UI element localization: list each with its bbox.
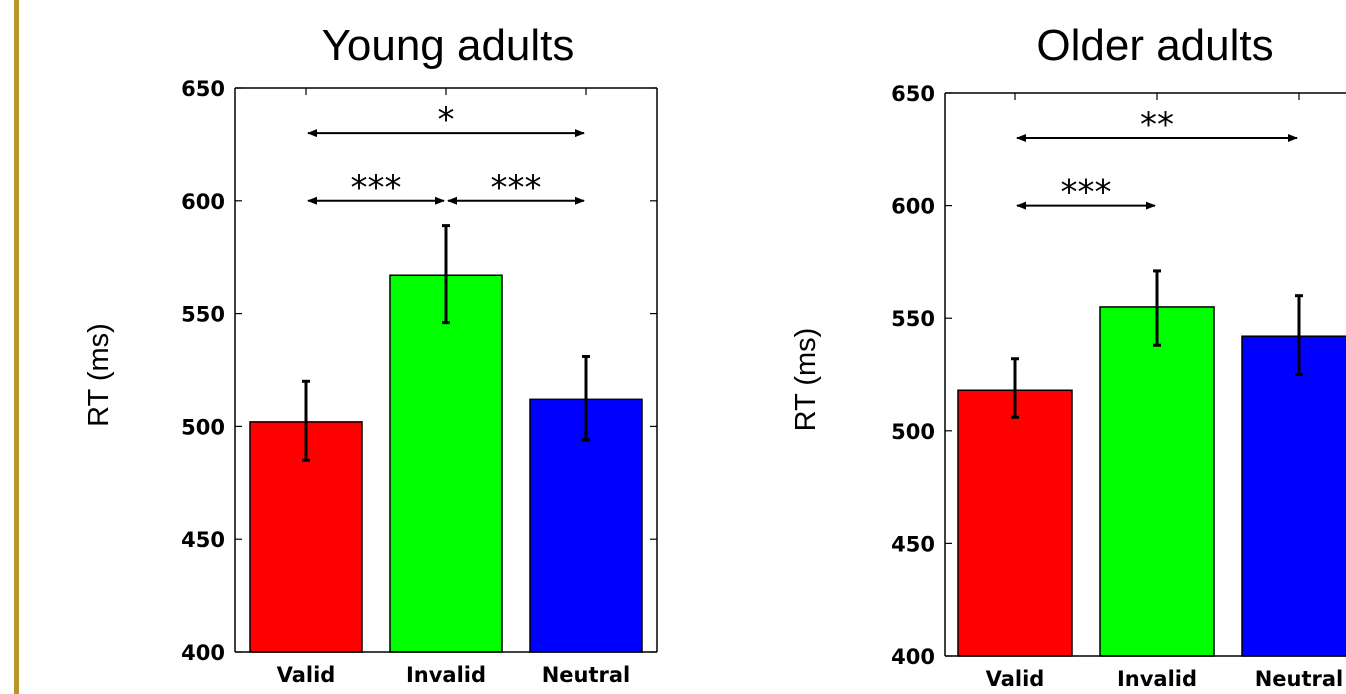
y-tick-label: 400	[181, 641, 225, 665]
left-border-rule	[0, 0, 19, 694]
significance-label: ***	[1061, 173, 1112, 213]
significance-label: ***	[351, 168, 402, 208]
y-tick-label: 600	[181, 190, 225, 214]
x-tick-label: Invalid	[406, 663, 486, 687]
x-tick-label: Invalid	[1117, 667, 1197, 691]
y-tick-label: 650	[891, 82, 935, 106]
y-tick-label: 550	[181, 303, 225, 327]
x-tick-label: Neutral	[1255, 667, 1344, 691]
x-tick-label: Valid	[986, 667, 1045, 691]
significance-label: ***	[491, 168, 542, 208]
significance-label: *	[438, 100, 455, 140]
bar-invalid	[389, 274, 503, 653]
x-tick-label: Neutral	[542, 663, 631, 687]
y-tick-label: 450	[891, 532, 935, 556]
y-tick-label: 500	[891, 420, 935, 444]
chart-title: Older adults	[1036, 21, 1273, 70]
bar-invalid	[1099, 306, 1215, 657]
young-adults-panel: Young adults RT (ms) 400 450 500 550 600 650 Val…	[83, 21, 658, 687]
y-tick-label: 550	[891, 307, 935, 331]
older-adults-panel: Older adults RT (ms) 400 450 500 550 600 650 Val…	[790, 21, 1346, 691]
y-tick-label: 500	[181, 415, 225, 439]
y-tick-label: 600	[891, 195, 935, 219]
bar-neutral	[1241, 335, 1346, 657]
y-axis-label: RT (ms)	[790, 328, 822, 432]
bar-valid	[957, 389, 1073, 657]
y-axis-label: RT (ms)	[83, 323, 115, 427]
y-tick-label: 650	[181, 77, 225, 101]
significance-label: **	[1140, 105, 1174, 145]
y-tick-label: 450	[181, 528, 225, 552]
x-tick-label: Valid	[277, 663, 336, 687]
chart-title: Young adults	[322, 21, 575, 70]
y-tick-label: 400	[891, 645, 935, 669]
